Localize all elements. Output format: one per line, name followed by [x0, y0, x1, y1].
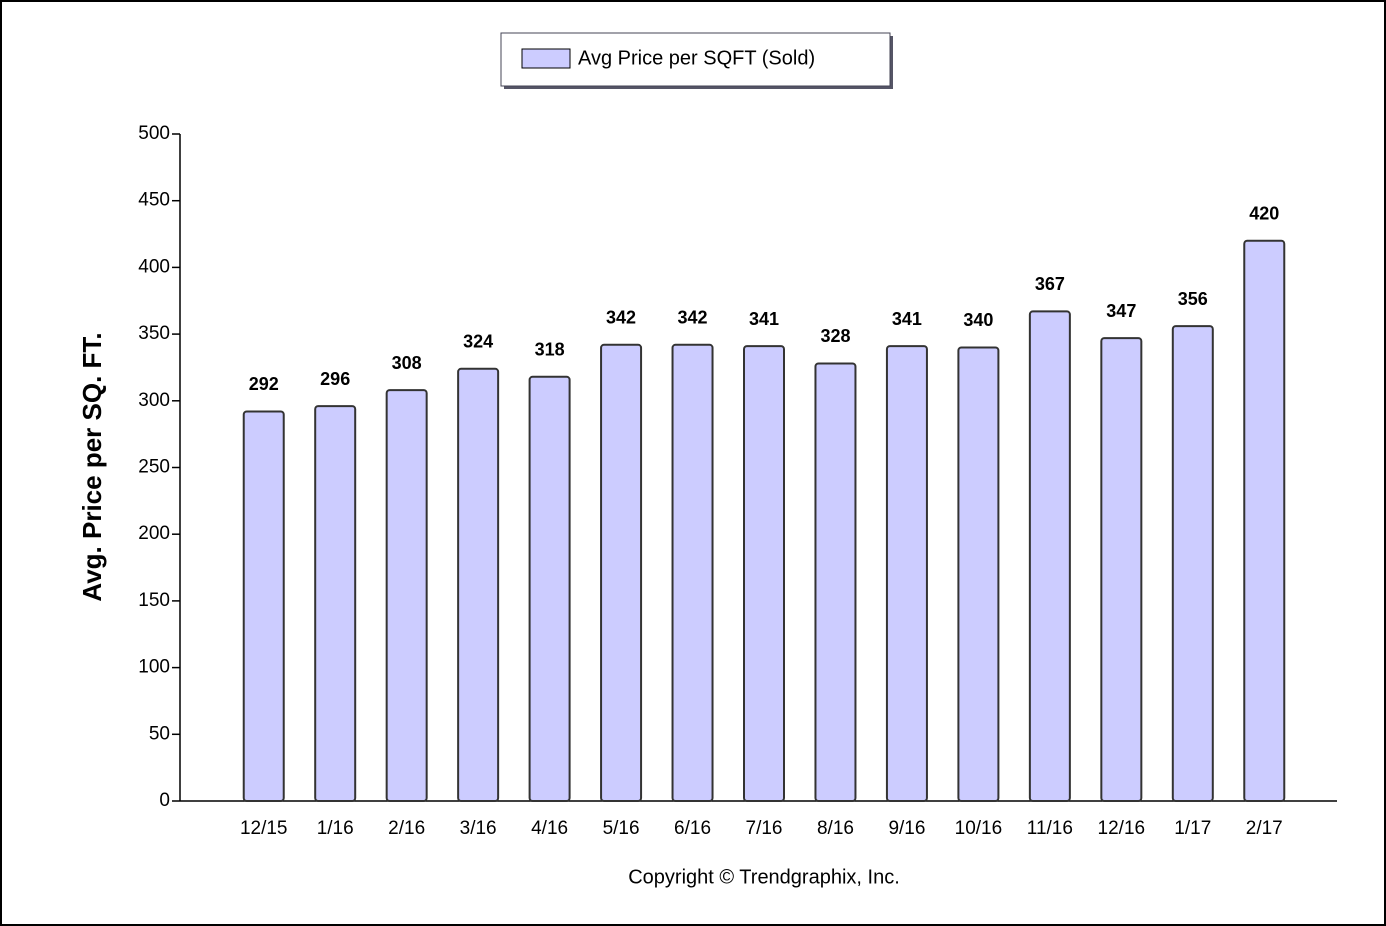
- legend-label: Avg Price per SQFT (Sold): [578, 47, 815, 69]
- y-axis-title: Avg. Price per SQ. FT.: [77, 332, 107, 601]
- value-label: 296: [320, 369, 350, 389]
- x-tick-label: 2/16: [388, 818, 425, 839]
- x-tick-label: 2/17: [1246, 818, 1283, 839]
- y-tick-label: 50: [149, 723, 170, 744]
- value-label: 292: [249, 374, 279, 394]
- legend-swatch: [521, 48, 571, 69]
- value-label: 341: [749, 309, 779, 329]
- value-label: 347: [1106, 301, 1136, 321]
- x-tick-label: 6/16: [674, 818, 711, 839]
- value-label: 420: [1249, 203, 1279, 223]
- bar: [528, 375, 571, 802]
- bar: [242, 410, 285, 802]
- y-tick-label: 400: [138, 256, 170, 277]
- value-label: 324: [463, 332, 493, 352]
- x-tick-label: 1/17: [1174, 818, 1211, 839]
- bar: [671, 343, 714, 802]
- y-tick-label: 150: [138, 590, 170, 611]
- bar: [1028, 310, 1071, 802]
- bar: [743, 345, 785, 802]
- y-tick-label: 250: [138, 457, 170, 478]
- value-label: 341: [892, 309, 922, 329]
- bar: [314, 405, 357, 802]
- bar: [1100, 337, 1143, 802]
- bar: [457, 367, 500, 802]
- x-tick-label: 12/15: [240, 818, 288, 839]
- bar: [1171, 325, 1214, 802]
- value-label: 308: [392, 353, 422, 373]
- x-tick-label: 4/16: [531, 818, 568, 839]
- y-tick-label: 450: [138, 190, 170, 211]
- x-tick-label: 7/16: [746, 818, 783, 839]
- y-tick-label: 200: [138, 523, 170, 544]
- y-tick-label: 350: [138, 323, 170, 344]
- x-tick-label: 1/16: [317, 818, 354, 839]
- value-label: 342: [606, 308, 636, 328]
- bar: [1243, 239, 1286, 803]
- value-label: 340: [963, 310, 993, 330]
- copyright: Copyright © Trendgraphix, Inc.: [628, 866, 900, 888]
- y-tick-label: 500: [138, 123, 170, 144]
- value-label: 342: [678, 308, 708, 328]
- value-label: 328: [820, 326, 850, 346]
- x-tick-label: 8/16: [817, 818, 854, 839]
- value-label: 356: [1178, 289, 1208, 309]
- value-label: 367: [1035, 274, 1065, 294]
- x-tick-label: 12/16: [1098, 818, 1146, 839]
- y-tick-label: 0: [159, 790, 170, 811]
- y-tick-label: 300: [138, 390, 170, 411]
- x-tick-label: 3/16: [460, 818, 497, 839]
- bar: [385, 389, 428, 802]
- bar: [885, 345, 928, 802]
- x-tick-label: 5/16: [603, 818, 640, 839]
- bar: [600, 343, 643, 802]
- y-tick-label: 100: [138, 657, 170, 678]
- bar: [957, 346, 1000, 802]
- bar: [814, 362, 857, 802]
- value-label: 318: [535, 340, 565, 360]
- x-tick-label: 9/16: [888, 818, 925, 839]
- x-tick-label: 11/16: [1027, 818, 1073, 839]
- x-tick-label: 10/16: [955, 818, 1003, 839]
